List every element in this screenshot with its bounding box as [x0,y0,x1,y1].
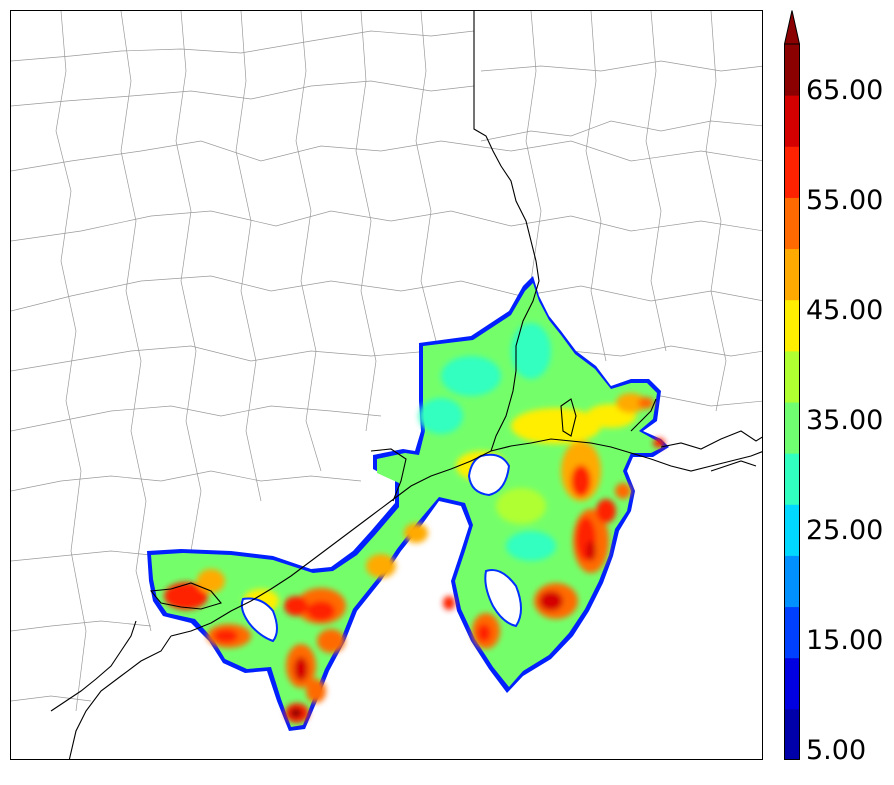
colorbar-bin [784,95,800,147]
precip-field [147,276,669,731]
county-boundaries [11,11,762,712]
colorbar-tick-label: 65.00 [806,75,884,106]
colorbar-bin [784,606,800,659]
colorbar-tick-label: 35.00 [806,405,884,436]
colorbar-bin [784,44,800,96]
colorbar-bin [784,299,800,352]
colorbar-bin [784,657,800,710]
colorbar-extend-arrow [784,10,800,45]
state-border-and-coastline [50,11,762,759]
colorbar-bin [784,146,800,198]
colorbar-tick-label: 55.00 [806,185,884,216]
colorbar-tick-label: 45.00 [806,295,884,326]
colorbar-bin [784,708,800,760]
colorbar [784,10,800,760]
map-panel [10,10,763,760]
colorbar-frame [784,43,800,760]
colorbar-bin [784,197,800,250]
precip-field-core [151,283,663,727]
precip-field-gaps [240,453,522,643]
colorbar-tick-label: 15.00 [806,625,884,656]
colorbar-bin [784,453,800,505]
colorbar-bin [784,504,800,556]
colorbar-bin [784,555,800,608]
colorbar-bin [784,350,800,403]
colorbar-bin [784,402,800,454]
colorbar-bin [784,248,800,301]
colorbar-tick-label: 25.00 [806,515,884,546]
map-canvas [11,11,762,759]
colorbar-tick-label: 5.00 [806,735,867,766]
